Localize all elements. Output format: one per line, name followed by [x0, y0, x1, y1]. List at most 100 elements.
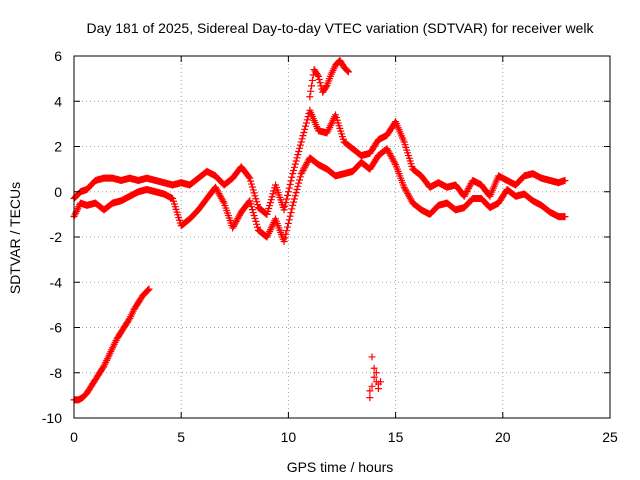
data-point — [466, 181, 474, 189]
series-band-upper — [70, 106, 569, 218]
data-point — [287, 177, 295, 185]
data-point — [561, 176, 569, 184]
data-point — [295, 147, 303, 155]
y-tick-label: 6 — [54, 48, 62, 64]
data-point — [405, 193, 413, 201]
data-point — [306, 93, 314, 101]
data-point — [230, 222, 238, 230]
data-point — [296, 141, 304, 149]
data-point — [386, 151, 394, 159]
data-point — [250, 212, 258, 220]
x-tick-label: 10 — [281, 429, 297, 445]
data-point — [344, 68, 352, 76]
data-point — [561, 213, 569, 221]
data-point — [252, 195, 260, 203]
data-point — [290, 166, 298, 174]
data-point — [406, 194, 414, 202]
data-point — [247, 200, 255, 208]
data-point — [144, 287, 152, 295]
data-point — [298, 168, 306, 176]
data-point — [377, 378, 385, 386]
data-point — [322, 83, 330, 91]
data-point — [462, 189, 470, 197]
data-point — [400, 183, 408, 191]
data-point — [465, 183, 473, 191]
data-point — [370, 364, 378, 372]
data-point — [368, 382, 376, 390]
data-point — [385, 148, 393, 156]
data-point — [298, 135, 306, 143]
data-point — [404, 190, 412, 198]
data-point — [463, 188, 471, 196]
data-point — [235, 213, 243, 221]
data-point — [401, 185, 409, 193]
data-point — [288, 173, 296, 181]
data-point — [386, 150, 394, 158]
data-point — [387, 153, 395, 161]
data-point — [383, 145, 391, 153]
data-point — [254, 223, 262, 231]
data-point — [212, 185, 220, 193]
data-point — [230, 221, 238, 229]
data-point — [297, 170, 305, 178]
data-point — [280, 238, 288, 246]
data-point — [231, 219, 239, 227]
data-point — [294, 182, 302, 190]
data-point — [301, 125, 309, 133]
series-band-lower — [70, 145, 569, 246]
data-point — [300, 128, 308, 136]
data-point — [232, 218, 240, 226]
data-point — [234, 214, 242, 222]
data-point — [72, 209, 80, 217]
data-point — [366, 387, 374, 395]
x-tick-label: 5 — [177, 429, 185, 445]
data-point — [263, 210, 271, 218]
data-point — [299, 166, 307, 174]
data-point — [287, 209, 295, 217]
data-point — [253, 220, 261, 228]
data-point — [252, 217, 260, 225]
data-point — [268, 193, 276, 201]
data-point — [245, 173, 253, 181]
data-point — [265, 204, 273, 212]
data-point — [344, 67, 352, 75]
data-point — [303, 116, 311, 124]
data-point — [247, 177, 255, 185]
data-point — [248, 180, 256, 188]
data-point — [266, 202, 274, 210]
data-point — [216, 191, 224, 199]
data-point — [388, 154, 396, 162]
data-point — [253, 198, 261, 206]
data-point — [249, 209, 257, 217]
data-point — [464, 186, 472, 194]
x-tick-label: 15 — [388, 429, 404, 445]
data-point — [302, 162, 310, 170]
data-point — [461, 191, 469, 199]
data-point — [299, 132, 307, 140]
data-point — [293, 185, 301, 193]
data-point — [217, 193, 225, 201]
data-point — [295, 179, 303, 187]
data-point — [390, 157, 398, 165]
data-point — [144, 286, 152, 294]
data-point — [286, 181, 294, 189]
data-point — [248, 203, 256, 211]
data-point — [296, 144, 304, 152]
data-point — [292, 189, 300, 197]
y-axis-label: SDTVAR / TECUs — [7, 182, 23, 294]
data-point — [281, 202, 289, 210]
data-point — [302, 122, 310, 130]
data-point — [236, 211, 244, 219]
data-point — [301, 163, 309, 171]
data-point — [290, 195, 298, 203]
data-point — [285, 216, 293, 224]
data-point — [282, 199, 290, 207]
series-outlier-cluster — [366, 353, 385, 402]
data-point — [308, 82, 316, 90]
data-point — [402, 186, 410, 194]
data-point — [285, 184, 293, 192]
data-point — [404, 191, 412, 199]
data-point — [284, 219, 292, 227]
data-point — [289, 170, 297, 178]
